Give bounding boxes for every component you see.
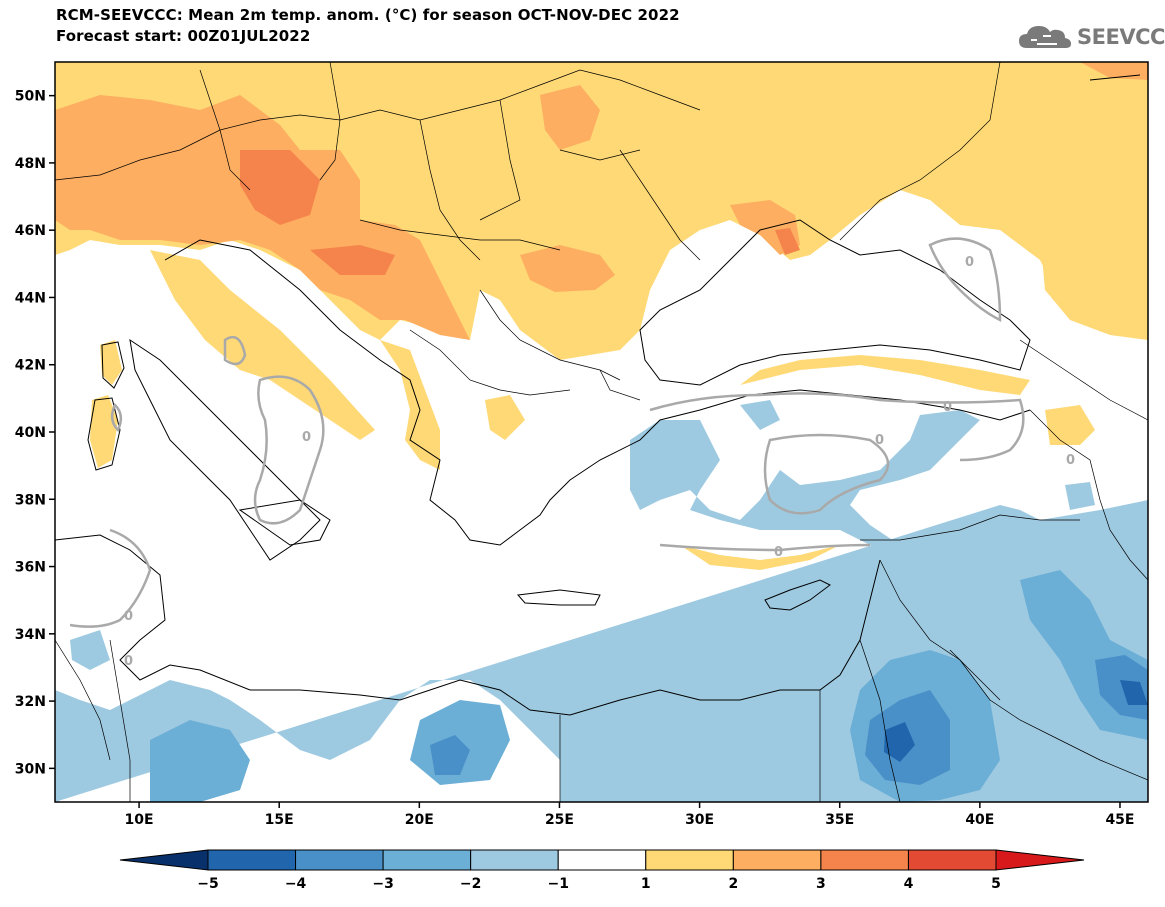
anomaly-region-plus2-central-europe bbox=[55, 95, 470, 340]
anomaly-region-minus1-tunisia bbox=[70, 630, 110, 670]
anomaly-region-minus1-egypt bbox=[690, 720, 830, 802]
colorbar-min-extension bbox=[119, 849, 209, 871]
lon-tick-label: 20E bbox=[405, 812, 434, 828]
anomaly-region-minus2-libya bbox=[150, 720, 250, 802]
zero-contours bbox=[69, 237, 1025, 628]
lat-tick-label: 30N bbox=[15, 761, 46, 777]
contour-label: 0 bbox=[124, 654, 133, 669]
colorbar-label: −5 bbox=[197, 876, 218, 892]
anomaly-region-minus3-cyrenaica bbox=[430, 735, 470, 775]
contour-label: 0 bbox=[965, 255, 974, 270]
lat-tick-label: 38N bbox=[15, 492, 46, 508]
latitude-axis: 50N 48N 46N 44N 42N 40N 38N 36N 34N 32N 30N bbox=[15, 89, 55, 777]
seevccc-logo: SEEVCCC bbox=[1017, 20, 1165, 54]
lat-tick-label: 50N bbox=[15, 89, 46, 105]
anomaly-region-plus3-croatia bbox=[310, 245, 395, 275]
anomaly-region-plus1-chalkidiki bbox=[485, 395, 525, 440]
contour-labels: 0 0 0 0 0 0 0 0 bbox=[124, 255, 1075, 669]
lat-tick-label: 46N bbox=[15, 223, 46, 239]
lat-tick-label: 34N bbox=[15, 627, 46, 643]
colorbar-label: −1 bbox=[547, 876, 568, 892]
contour-label: 0 bbox=[943, 400, 952, 415]
colorbar-max-extension bbox=[995, 849, 1085, 871]
anomaly-region-plus1-turkey-south bbox=[680, 545, 840, 570]
colorbar-box bbox=[295, 849, 384, 871]
contour-label: 0 bbox=[1066, 453, 1075, 468]
colorbar-label: 1 bbox=[641, 876, 651, 892]
colorbar-box bbox=[382, 849, 472, 871]
contour-label: 0 bbox=[875, 433, 884, 448]
colorbar-box bbox=[907, 849, 997, 871]
lon-tick-label: 25E bbox=[545, 812, 574, 828]
anomaly-region-plus1-east bbox=[1040, 231, 1148, 340]
lat-tick-label: 48N bbox=[15, 156, 46, 172]
contour-label: 0 bbox=[774, 545, 783, 560]
lat-tick-label: 44N bbox=[15, 290, 46, 306]
contour-label: 0 bbox=[124, 609, 133, 624]
anomaly-region-plus1-turkey-north bbox=[740, 355, 1030, 395]
lat-tick-label: 40N bbox=[15, 425, 46, 441]
anomaly-region-minus1-caucasus-south bbox=[1065, 482, 1095, 510]
colorbar-label: 3 bbox=[816, 876, 826, 892]
colorbar-box bbox=[207, 849, 297, 871]
colorbar-label: −4 bbox=[285, 876, 307, 892]
lon-tick-label: 45E bbox=[1105, 812, 1134, 828]
colorbar-box bbox=[557, 849, 647, 871]
country-borders bbox=[55, 62, 1148, 802]
anomaly-region-plus1-caucasus bbox=[1045, 405, 1095, 445]
colorbar-box bbox=[820, 849, 909, 871]
colorbar-box bbox=[470, 849, 559, 871]
lon-tick-label: 15E bbox=[265, 812, 294, 828]
logo-text: SEEVCCC bbox=[1077, 25, 1165, 49]
colorbar-label: 5 bbox=[991, 876, 1001, 892]
lon-tick-label: 10E bbox=[125, 812, 154, 828]
colorbar-label: −2 bbox=[460, 876, 481, 892]
forecast-start-label: Forecast start: 00Z01JUL2022 bbox=[56, 27, 311, 45]
colorbar-box bbox=[732, 849, 822, 871]
colorbar-label: 2 bbox=[728, 876, 738, 892]
lat-tick-label: 32N bbox=[15, 694, 46, 710]
map-content: 0 0 0 0 0 0 0 0 bbox=[55, 62, 1148, 802]
anomaly-region-plus3-crimea bbox=[775, 228, 800, 255]
coastlines bbox=[55, 74, 1141, 716]
lon-tick-label: 40E bbox=[965, 812, 994, 828]
lat-tick-label: 36N bbox=[15, 560, 46, 576]
anomaly-region-minus4-iraq bbox=[1120, 680, 1148, 705]
anomaly-region-plus1-sardinia bbox=[90, 395, 118, 468]
colorbar-box bbox=[645, 849, 734, 871]
map-title: RCM-SEEVCCC: Mean 2m temp. anom. (°C) fo… bbox=[56, 6, 680, 24]
anomaly-region-plus2-carpathian bbox=[540, 85, 600, 150]
anomaly-region-minus1-turkey-west bbox=[740, 400, 780, 430]
colorbar-label: 4 bbox=[904, 876, 914, 892]
contour-label: 0 bbox=[302, 430, 311, 445]
anomaly-region-plus1-balkan-coast bbox=[380, 340, 440, 470]
anomaly-region-plus1-italy-coast bbox=[150, 250, 375, 440]
lon-tick-label: 35E bbox=[825, 812, 854, 828]
anomaly-region-plus2-romania bbox=[520, 245, 615, 292]
anomaly-region-plus1-corsica bbox=[100, 340, 122, 385]
anomaly-region-minus4-arabia bbox=[884, 722, 915, 762]
longitude-axis: 10E 15E 20E 25E 30E 35E 40E 45E bbox=[125, 802, 1134, 828]
anomaly-region-minus1-turkey bbox=[630, 410, 980, 570]
lon-tick-label: 30E bbox=[685, 812, 714, 828]
lat-tick-label: 42N bbox=[15, 358, 46, 374]
colorbar-label: −3 bbox=[372, 876, 393, 892]
anomaly-region-plus3-alps bbox=[240, 150, 320, 225]
cloud-rain-icon bbox=[1019, 26, 1071, 48]
colorbar: −5 −4 −3 −2 −1 1 2 3 4 5 bbox=[119, 849, 1085, 892]
